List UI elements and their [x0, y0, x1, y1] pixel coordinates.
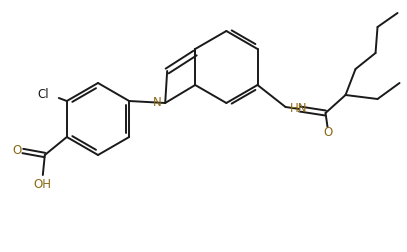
- Text: N: N: [153, 97, 162, 110]
- Text: Cl: Cl: [37, 88, 49, 102]
- Text: O: O: [12, 144, 22, 158]
- Text: HN: HN: [289, 102, 307, 114]
- Text: OH: OH: [34, 177, 52, 191]
- Text: O: O: [323, 127, 332, 140]
